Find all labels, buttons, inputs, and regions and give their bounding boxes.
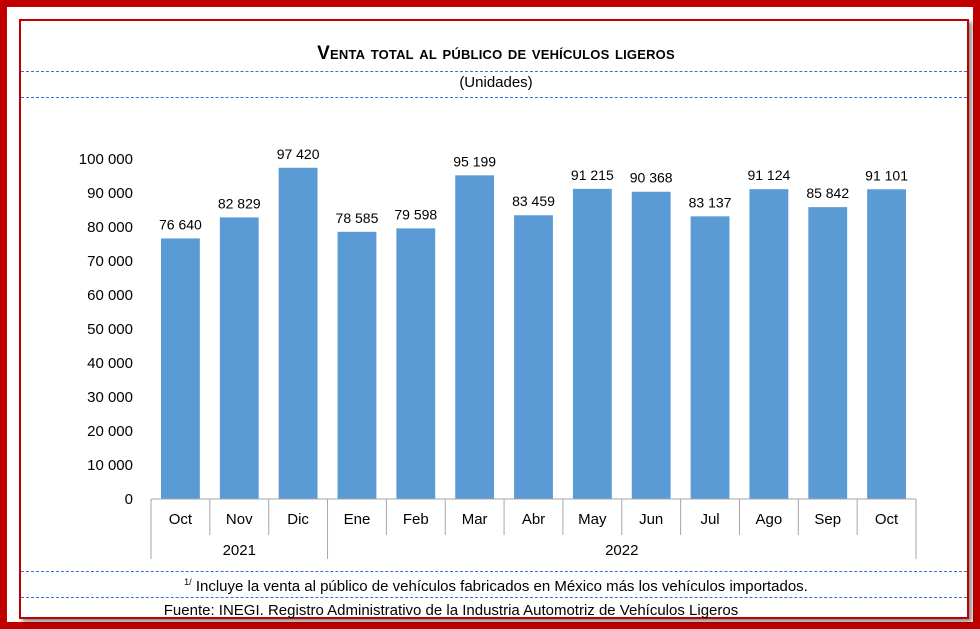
- y-tick-label: 0: [125, 491, 133, 508]
- bar-chart: 0 10 000 20 000 30 000 40 000 50 000 60 000 70 …: [79, 146, 917, 559]
- y-tick-label: 90 000: [87, 185, 133, 202]
- x-tick-label: Oct: [875, 511, 899, 528]
- data-label: 79 598: [394, 206, 437, 222]
- data-label: 82 829: [218, 195, 261, 211]
- source-text: Fuente: INEGI. Registro Administrativo d…: [163, 602, 739, 619]
- bar: [337, 231, 377, 499]
- year-label: 2021: [223, 542, 256, 559]
- x-tick-label: Dic: [287, 511, 309, 528]
- data-label: 85 842: [806, 185, 849, 201]
- y-tick-label: 20 000: [87, 423, 133, 440]
- data-label: 76 640: [159, 216, 202, 232]
- bar: [749, 189, 789, 499]
- x-tick-label: Nov: [226, 511, 253, 528]
- x-tick-label: Ene: [344, 511, 371, 528]
- x-tick-label: May: [578, 511, 607, 528]
- subtitle-divider: [21, 97, 967, 98]
- x-tick-label: Jul: [700, 511, 719, 528]
- bar: [808, 207, 848, 499]
- x-tick-label: Abr: [522, 511, 545, 528]
- bar: [867, 189, 906, 500]
- x-tick-label: Jun: [639, 511, 663, 528]
- bar: [631, 191, 671, 500]
- footnote-marker: 1/: [184, 577, 192, 587]
- chart-divider: [21, 571, 967, 572]
- bar: [219, 217, 259, 499]
- bar: [455, 175, 495, 499]
- y-tick-label: 40 000: [87, 355, 133, 372]
- x-tick-label: Ago: [756, 511, 783, 528]
- x-tick-label: Oct: [169, 511, 193, 528]
- x-tick-label: Mar: [462, 511, 488, 528]
- chart-subtitle: (Unidades): [459, 74, 533, 91]
- footnote: 1/ Incluye la venta al público de vehícu…: [21, 577, 971, 595]
- y-tick-label: 100 000: [79, 151, 133, 168]
- bar: [690, 216, 730, 499]
- bar: [161, 238, 200, 499]
- y-tick-label: 10 000: [87, 457, 133, 474]
- y-tick-label: 80 000: [87, 219, 133, 236]
- bar: [396, 228, 436, 499]
- y-tick-label: 50 000: [87, 321, 133, 338]
- bar: [572, 188, 612, 499]
- y-tick-label: 60 000: [87, 287, 133, 304]
- y-tick-label: 70 000: [87, 253, 133, 270]
- data-label: 97 420: [277, 146, 320, 162]
- y-tick-label: 30 000: [87, 389, 133, 406]
- x-tick-label: Feb: [403, 511, 429, 528]
- data-label: 95 199: [453, 153, 496, 169]
- data-label: 83 137: [689, 194, 732, 210]
- x-tick-label: Sep: [814, 511, 841, 528]
- bar: [278, 167, 318, 499]
- chart-panel: Venta total al público de vehículos lige…: [19, 19, 969, 619]
- data-label: 83 459: [512, 193, 555, 209]
- data-label: 91 101: [865, 167, 908, 183]
- footnote-divider: [21, 597, 967, 598]
- title-divider: [21, 71, 967, 72]
- chart-title: Venta total al público de vehículos lige…: [317, 43, 675, 64]
- data-label: 78 585: [336, 210, 379, 226]
- year-label: 2022: [605, 542, 638, 559]
- data-label: 91 124: [747, 167, 790, 183]
- data-label: 91 215: [571, 167, 614, 183]
- data-label: 90 368: [630, 170, 673, 186]
- footnote-text: Incluye la venta al público de vehículos…: [195, 578, 808, 595]
- bar: [514, 215, 553, 500]
